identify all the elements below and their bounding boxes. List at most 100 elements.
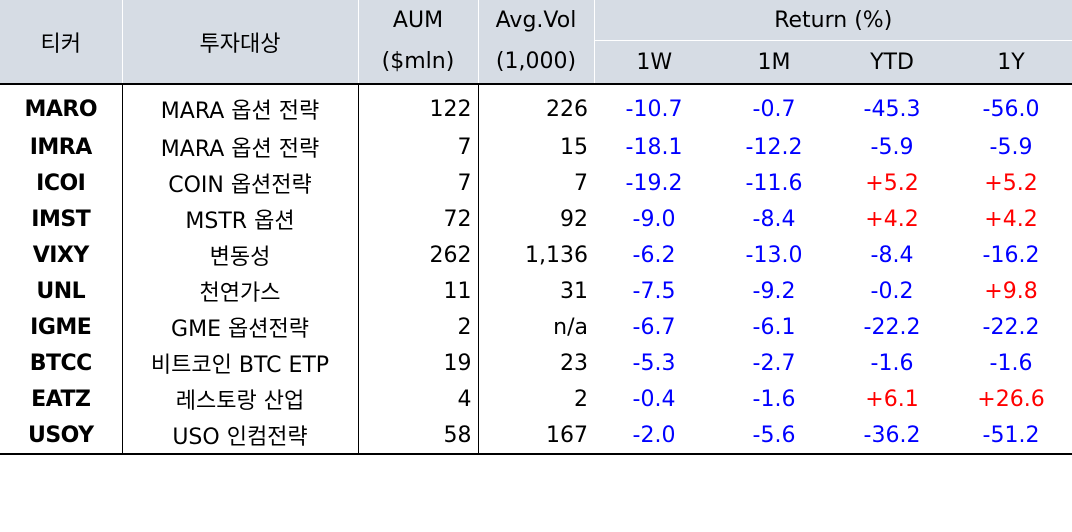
cell-avgvol: 23 (477, 345, 594, 381)
cell-return-ytd: -1.6 (870, 350, 914, 376)
cell-return-ytd: -0.2 (870, 278, 914, 304)
cell-target: MSTR 옵션 (121, 201, 358, 237)
cell-ticker: BTCC (29, 350, 93, 376)
header-1m: 1M (714, 40, 834, 85)
cell-return-1w: -5.3 (632, 350, 676, 376)
table-row: IMST MSTR 옵션 72 92 -9.0 -8.4 +4.2 +4.2 (0, 201, 1072, 237)
cell-return-1w: -2.0 (594, 417, 714, 455)
cell-target: 천연가스 (121, 273, 358, 309)
cell-target: MARA 옵션 전략 (121, 129, 358, 165)
table-header: 티커 투자대상 AUM Avg.Vol Return (%) ($mln) (1… (0, 0, 1072, 85)
cell-return-1y: -56.0 (982, 96, 1040, 122)
cell-return-1y: -16.2 (982, 242, 1040, 268)
cell-ticker: IMRA (29, 134, 93, 160)
cell-return-1m: -9.2 (752, 278, 796, 304)
cell-target: MARA 옵션 전략 (121, 84, 358, 129)
table-row: IMRA MARA 옵션 전략 7 15 -18.1 -12.2 -5.9 -5.9 (0, 129, 1072, 165)
cell-return-1w: -7.5 (632, 278, 676, 304)
cell-aum: 7 (357, 129, 478, 165)
cell-target: 비트코인 BTC ETP (121, 345, 358, 381)
cell-aum: 2 (357, 309, 478, 345)
cell-avgvol: 226 (477, 84, 594, 129)
table-row: USOY USO 인컴전략 58 167 -2.0 -5.6 -36.2 -51.2 (0, 417, 1072, 455)
cell-avgvol: 7 (477, 165, 594, 201)
cell-return-1w: -6.2 (632, 242, 676, 268)
cell-target: 변동성 (121, 237, 358, 273)
header-avgvol: Avg.Vol (477, 0, 594, 41)
cell-ticker: MARO (24, 96, 98, 122)
cell-return-ytd: +6.1 (865, 386, 919, 412)
table-row: EATZ 레스토랑 산업 4 2 -0.4 -1.6 +6.1 +26.6 (0, 381, 1072, 417)
header-1w: 1W (593, 40, 714, 85)
cell-ticker: EATZ (31, 386, 91, 412)
cell-ticker: ICOI (36, 170, 86, 196)
cell-target: GME 옵션전략 (121, 309, 358, 345)
cell-return-1m: -5.6 (714, 417, 834, 455)
cell-return-ytd: -36.2 (834, 417, 950, 455)
header-return: Return (%) (593, 0, 1072, 41)
cell-ticker: VIXY (32, 242, 90, 268)
cell-return-ytd: +5.2 (865, 170, 919, 196)
cell-aum: 72 (357, 201, 478, 237)
cell-return-1m: -11.6 (745, 170, 803, 196)
table-body: MARO MARA 옵션 전략 122 226 -10.7 -0.7 -45.3 -56.0 I… (0, 84, 1072, 455)
cell-return-ytd: -22.2 (863, 314, 921, 340)
cell-return-1w: -18.1 (625, 134, 683, 160)
cell-aum: 4 (357, 381, 478, 417)
header-avgvol-unit: (1,000) (477, 40, 594, 85)
table-row: IGME GME 옵션전략 2 n/a -6.7 -6.1 -22.2 -22.2 (0, 309, 1072, 345)
cell-ticker: IMST (31, 206, 91, 232)
cell-return-ytd: -45.3 (863, 96, 921, 122)
table-row: VIXY 변동성 262 1,136 -6.2 -13.0 -8.4 -16.2 (0, 237, 1072, 273)
cell-ticker: UNL (36, 278, 86, 304)
header-aum: AUM (357, 0, 478, 41)
header-aum-unit: ($mln) (357, 40, 478, 85)
cell-avgvol: 92 (477, 201, 594, 237)
header-1y: 1Y (950, 40, 1072, 85)
cell-avgvol: 31 (477, 273, 594, 309)
cell-return-1y: -22.2 (982, 314, 1040, 340)
cell-return-1w: -6.7 (632, 314, 676, 340)
cell-return-1w: -10.7 (625, 96, 683, 122)
cell-return-1w: -19.2 (625, 170, 683, 196)
cell-avgvol: 1,136 (477, 237, 594, 273)
table-row: ICOI COIN 옵션전략 7 7 -19.2 -11.6 +5.2 +5.2 (0, 165, 1072, 201)
cell-avgvol: n/a (477, 309, 594, 345)
cell-return-1y: -51.2 (950, 417, 1072, 455)
cell-return-1m: -2.7 (752, 350, 796, 376)
cell-return-ytd: +4.2 (865, 206, 919, 232)
cell-aum: 262 (357, 237, 478, 273)
cell-target: USO 인컴전략 (121, 417, 358, 455)
cell-return-ytd: -5.9 (870, 134, 914, 160)
cell-return-1y: -5.9 (989, 134, 1033, 160)
cell-return-1m: -6.1 (752, 314, 796, 340)
header-target: 투자대상 (121, 0, 358, 85)
cell-aum: 19 (357, 345, 478, 381)
cell-return-ytd: -8.4 (870, 242, 914, 268)
header-ticker: 티커 (0, 0, 122, 85)
cell-avgvol: 15 (477, 129, 594, 165)
cell-return-1w: -9.0 (632, 206, 676, 232)
etf-table: 티커 투자대상 AUM Avg.Vol Return (%) ($mln) (1… (0, 0, 1072, 455)
table-row: UNL 천연가스 11 31 -7.5 -9.2 -0.2 +9.8 (0, 273, 1072, 309)
cell-return-1y: -1.6 (989, 350, 1033, 376)
table-row: BTCC 비트코인 BTC ETP 19 23 -5.3 -2.7 -1.6 -1.6 (0, 345, 1072, 381)
cell-aum: 7 (357, 165, 478, 201)
table-row: MARO MARA 옵션 전략 122 226 -10.7 -0.7 -45.3 -56.0 (0, 84, 1072, 129)
header-ytd: YTD (834, 40, 950, 85)
cell-aum: 11 (357, 273, 478, 309)
cell-return-1m: -12.2 (745, 134, 803, 160)
cell-return-1m: -0.7 (752, 96, 796, 122)
cell-avgvol: 167 (477, 417, 594, 455)
cell-return-1y: +5.2 (984, 170, 1038, 196)
cell-return-1w: -0.4 (632, 386, 676, 412)
cell-return-1m: -8.4 (752, 206, 796, 232)
cell-avgvol: 2 (477, 381, 594, 417)
cell-return-1m: -1.6 (752, 386, 796, 412)
cell-target: 레스토랑 산업 (121, 381, 358, 417)
cell-return-1y: +4.2 (984, 206, 1038, 232)
cell-aum: 58 (357, 417, 478, 455)
cell-return-1y: +26.6 (977, 386, 1045, 412)
cell-ticker: IGME (30, 314, 92, 340)
cell-aum: 122 (357, 84, 478, 129)
